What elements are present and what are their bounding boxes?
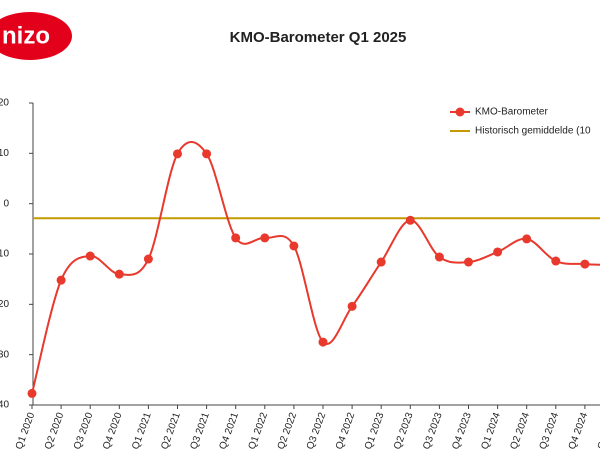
x-tick-label: Q3 2024: [538, 411, 562, 450]
x-tick-label: Q1 2020: [14, 411, 38, 450]
x-tick-label: Q2 2021: [159, 411, 183, 450]
y-tick-label: 20: [0, 98, 9, 109]
x-tick-label: Q1 2024: [479, 411, 503, 450]
x-tick-label: Q3 2021: [188, 411, 212, 450]
logo-badge: [0, 12, 72, 60]
point: [260, 233, 270, 243]
logo: nizo: [2, 22, 50, 49]
point: [434, 252, 444, 262]
line: [31, 141, 600, 394]
point: [493, 247, 503, 257]
y-tick-label: -30: [0, 349, 9, 360]
point: [464, 257, 473, 267]
x-tick-label: Q4 2021: [218, 411, 242, 450]
point: [85, 251, 95, 261]
y-tick-label: 10: [0, 148, 9, 159]
point: [551, 256, 561, 266]
x-tick-label: Q1 2023: [363, 411, 387, 450]
legend-label: KMO-Barometer: [475, 107, 548, 118]
point: [405, 215, 415, 225]
point: [27, 388, 37, 398]
x-tick-label: Q3 2020: [72, 411, 96, 450]
x-tick-label: Q4 2022: [334, 411, 358, 450]
x-tick-label: Q1 2021: [130, 411, 154, 450]
x-tick-label: Q2 2023: [392, 411, 416, 450]
x-tick-label: Q2 2022: [276, 411, 300, 450]
x-tick-label: Q1 2025: [596, 411, 600, 450]
y-tick-label: -20: [0, 299, 9, 310]
point: [202, 149, 212, 159]
x-tick-label: Q2 2024: [509, 411, 533, 450]
x-tick-label: Q4 2020: [101, 411, 125, 450]
x-tick-label: Q1 2022: [247, 411, 271, 450]
x-tick-label: Q3 2023: [421, 411, 445, 450]
legend-marker: [455, 107, 465, 117]
point: [231, 233, 241, 243]
point: [56, 275, 66, 285]
point: [143, 254, 153, 264]
y-tick-label: -40: [0, 400, 9, 411]
x-tick-label: Q3 2022: [305, 411, 329, 450]
point: [114, 269, 124, 279]
legend-label: Historisch gemiddelde (10: [475, 126, 591, 137]
x-tick-label: Q4 2024: [567, 411, 591, 450]
point: [522, 234, 532, 244]
y-tick-label: 0: [3, 198, 9, 209]
point: [376, 257, 386, 267]
chart-title: KMO-Barometer Q1 2025: [230, 29, 407, 46]
point: [173, 149, 182, 159]
point: [580, 259, 590, 269]
y-tick-label: -10: [0, 249, 9, 260]
x-tick-label: Q4 2023: [450, 411, 474, 450]
x-tick-label: Q2 2020: [43, 411, 67, 450]
point: [318, 337, 328, 347]
point: [347, 301, 357, 311]
point: [289, 241, 299, 251]
